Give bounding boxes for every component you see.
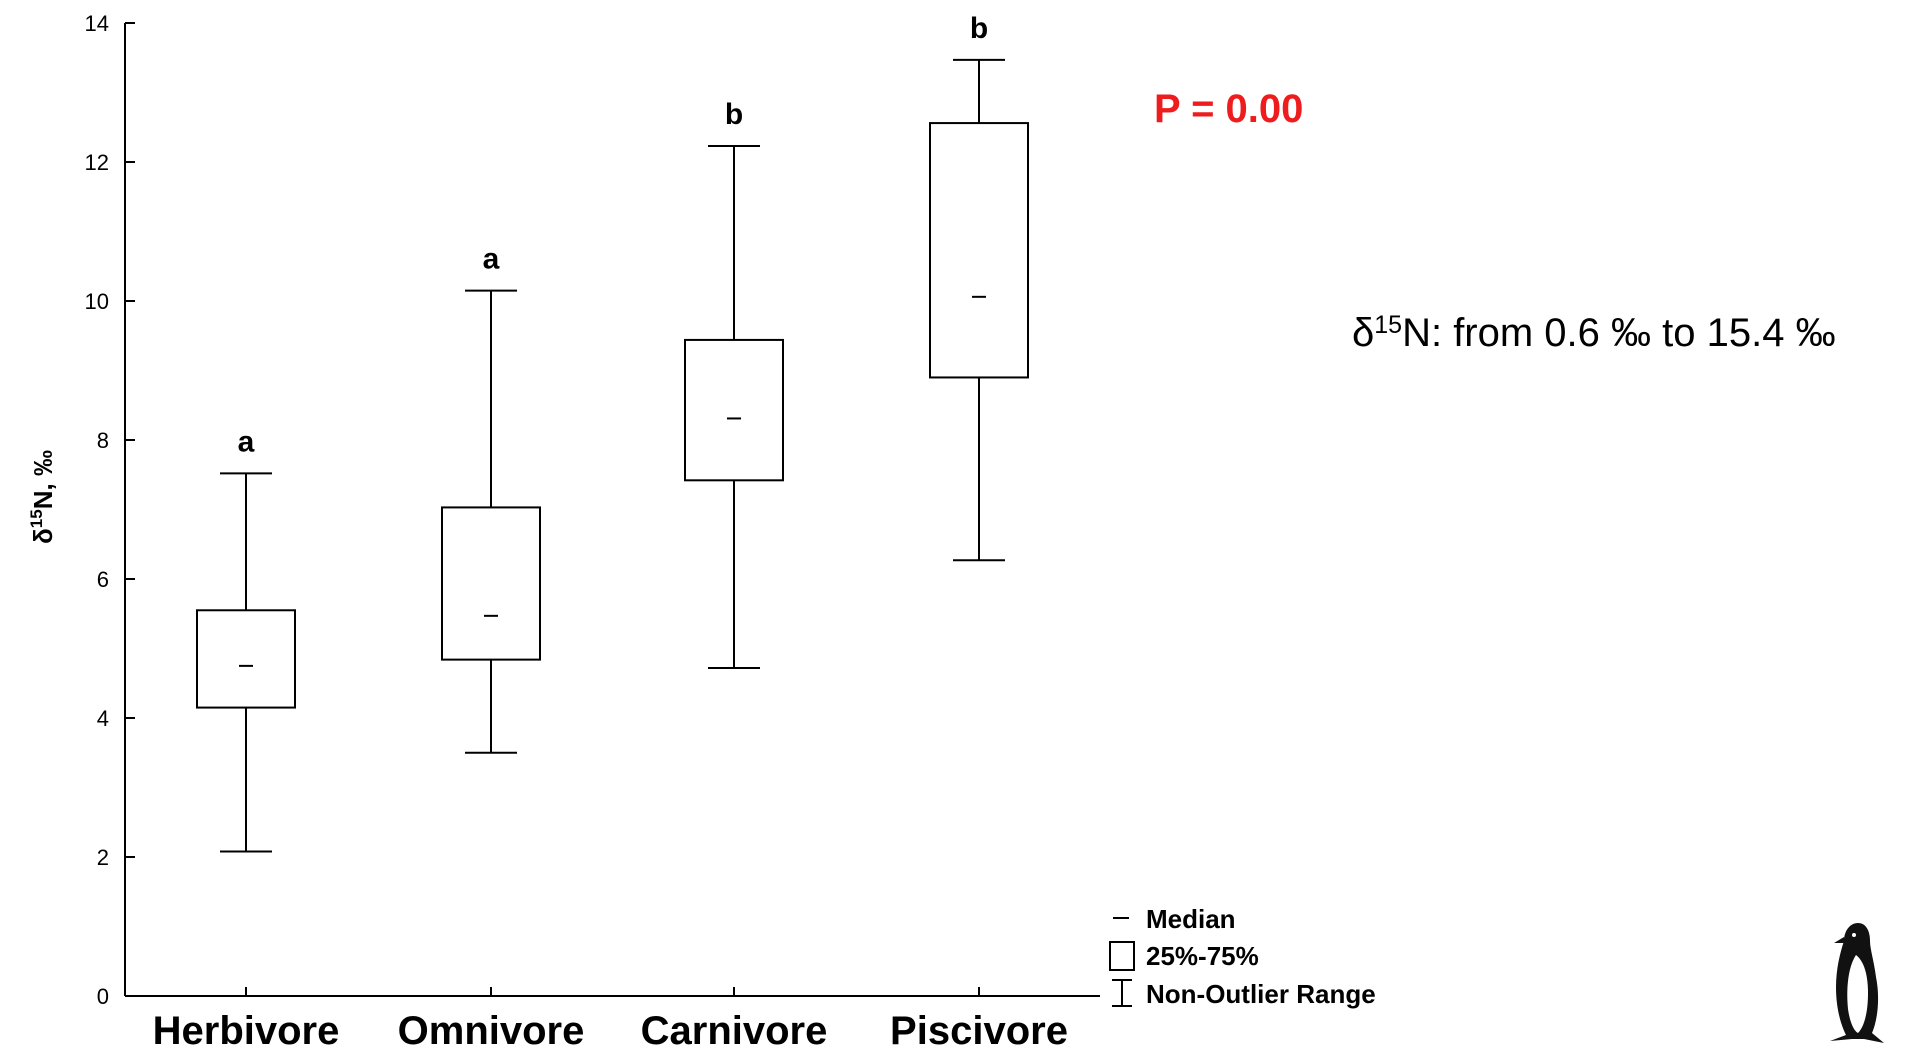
iqr-box bbox=[441, 506, 541, 661]
box-omnivore: a Omnivore bbox=[398, 243, 585, 1051]
y-axis-label: δ15N, ‰ bbox=[27, 450, 58, 544]
y-tick-label: 2 bbox=[97, 845, 109, 870]
legend: Median 25%-75% Non-Outlier Range bbox=[1109, 904, 1376, 1009]
iqr-box bbox=[929, 122, 1029, 379]
legend-box-label: 25%-75% bbox=[1146, 941, 1259, 971]
group-letter: a bbox=[483, 243, 500, 276]
p-value-annotation: P = 0.00 bbox=[1154, 87, 1303, 131]
y-tick-label: 12 bbox=[85, 150, 109, 175]
box-piscivore: b Piscivore bbox=[890, 12, 1068, 1051]
y-tick-label: 4 bbox=[97, 706, 109, 731]
axes: 0 2 4 6 8 10 12 14 bbox=[85, 11, 1100, 1009]
group-letter: b bbox=[725, 98, 743, 131]
penguin-icon bbox=[1830, 923, 1884, 1043]
legend-whisker-symbol bbox=[1112, 979, 1132, 1007]
y-tick-label: 8 bbox=[97, 428, 109, 453]
y-tick-label: 10 bbox=[85, 289, 109, 314]
legend-box-symbol bbox=[1109, 941, 1135, 971]
legend-whisker-label: Non-Outlier Range bbox=[1146, 979, 1376, 1009]
boxes: a Herbivore a Omnivore b Carnivore b Piscivore bbox=[153, 12, 1068, 1051]
box-carnivore: b Carnivore bbox=[641, 98, 828, 1051]
iqr-box bbox=[684, 338, 784, 482]
y-tick-label: 6 bbox=[97, 567, 109, 592]
x-category-label: Piscivore bbox=[890, 1009, 1068, 1051]
x-category-label: Carnivore bbox=[641, 1009, 828, 1051]
y-tick-label: 0 bbox=[97, 984, 109, 1009]
y-tick-label: 14 bbox=[85, 11, 109, 36]
legend-median-label: Median bbox=[1146, 904, 1236, 934]
iqr-box bbox=[196, 609, 296, 709]
group-letter: b bbox=[970, 12, 988, 45]
box-herbivore: a Herbivore bbox=[153, 425, 340, 1051]
x-category-label: Herbivore bbox=[153, 1009, 340, 1051]
x-category-label: Omnivore bbox=[398, 1009, 585, 1051]
range-annotation: δ15N: from 0.6 ‰ to 15.4 ‰ bbox=[1352, 311, 1836, 355]
group-letter: a bbox=[238, 425, 255, 458]
